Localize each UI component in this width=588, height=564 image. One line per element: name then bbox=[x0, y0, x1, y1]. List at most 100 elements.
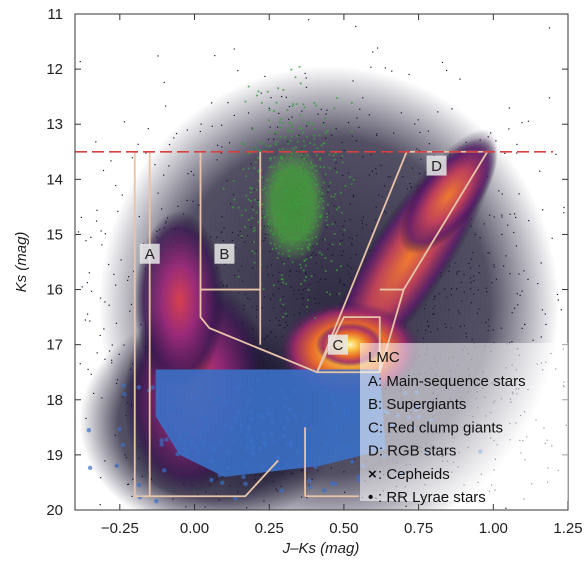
region-label-text: B bbox=[219, 246, 229, 263]
rr-lyrae-point bbox=[235, 385, 240, 390]
field-star-point bbox=[86, 313, 89, 315]
cepheid-point bbox=[252, 208, 255, 211]
cepheid-point bbox=[242, 168, 245, 171]
cepheid-point bbox=[255, 161, 257, 164]
field-star-point bbox=[356, 117, 358, 119]
rr-lyrae-point bbox=[196, 449, 201, 455]
rr-lyrae-point bbox=[245, 400, 251, 405]
cepheid-point bbox=[302, 140, 305, 142]
cepheid-point bbox=[308, 202, 310, 204]
cepheid-point bbox=[275, 140, 278, 143]
cepheid-point bbox=[330, 260, 333, 263]
rr-lyrae-point bbox=[283, 461, 289, 467]
field-star-point bbox=[103, 328, 105, 330]
cepheid-point bbox=[325, 291, 328, 294]
field-star-point bbox=[408, 73, 410, 76]
cepheid-point bbox=[305, 257, 308, 260]
field-star-point bbox=[324, 278, 327, 281]
field-star-point bbox=[231, 231, 234, 234]
cepheid-point bbox=[307, 185, 310, 188]
field-star-point bbox=[239, 482, 241, 484]
cepheid-point bbox=[296, 247, 299, 250]
field-star-point bbox=[300, 470, 302, 472]
rr-lyrae-point bbox=[313, 464, 318, 469]
cepheid-point bbox=[278, 161, 281, 164]
cepheid-point bbox=[251, 128, 254, 131]
field-star-point bbox=[493, 266, 495, 268]
rr-lyrae-point bbox=[312, 381, 318, 386]
field-star-point bbox=[90, 290, 93, 292]
field-star-point bbox=[322, 239, 324, 241]
cepheid-point bbox=[282, 281, 285, 284]
field-star-point bbox=[308, 283, 310, 286]
rr-lyrae-point bbox=[268, 396, 273, 401]
cepheid-point bbox=[301, 253, 304, 256]
field-star-point bbox=[198, 204, 200, 206]
rr-lyrae-point bbox=[224, 398, 229, 404]
field-star-point bbox=[115, 322, 118, 324]
cepheid-point bbox=[297, 140, 299, 143]
field-star-point bbox=[527, 120, 529, 122]
cepheid-point bbox=[277, 252, 280, 255]
legend-entry-text: A: Main-sequence stars bbox=[368, 373, 526, 390]
field-star-point bbox=[87, 368, 89, 371]
field-star-point bbox=[306, 496, 308, 499]
cepheid-point bbox=[299, 203, 302, 206]
field-star-point bbox=[216, 236, 218, 238]
field-star-point bbox=[487, 330, 489, 332]
x-tick-label: 1.00 bbox=[479, 520, 508, 537]
cepheid-point bbox=[285, 219, 287, 222]
cepheid-point bbox=[257, 179, 260, 182]
field-star-point bbox=[350, 257, 352, 259]
field-star-point bbox=[264, 353, 267, 355]
cepheid-point bbox=[245, 175, 248, 178]
rr-lyrae-point bbox=[120, 442, 126, 448]
cepheid-point bbox=[285, 224, 288, 227]
cepheid-point bbox=[257, 220, 259, 223]
cepheid-point bbox=[245, 194, 248, 197]
field-star-point bbox=[450, 327, 453, 329]
cepheid-point bbox=[300, 282, 303, 285]
rr-lyrae-point bbox=[226, 464, 231, 470]
cepheid-point bbox=[270, 156, 273, 159]
cepheid-point bbox=[301, 183, 304, 186]
field-star-point bbox=[351, 244, 353, 247]
field-star-point bbox=[448, 309, 450, 311]
field-star-point bbox=[270, 97, 272, 99]
cepheid-point bbox=[291, 105, 294, 107]
x-axis-title: J–Ks (mag) bbox=[282, 540, 360, 557]
field-star-point bbox=[266, 336, 268, 338]
cepheid-point bbox=[318, 134, 321, 137]
cepheid-point bbox=[301, 149, 304, 152]
cepheid-point bbox=[288, 249, 291, 252]
cepheid-point bbox=[251, 250, 254, 253]
cepheid-point bbox=[329, 181, 332, 184]
cepheid-point bbox=[299, 175, 301, 178]
field-star-point bbox=[470, 277, 472, 279]
field-star-point bbox=[339, 278, 341, 280]
field-star-point bbox=[279, 324, 281, 326]
rr-lyrae-point bbox=[117, 427, 122, 432]
cepheid-point bbox=[328, 153, 331, 156]
field-star-point bbox=[298, 134, 300, 136]
field-star-point bbox=[108, 350, 111, 352]
cepheid-point bbox=[278, 207, 280, 209]
field-star-point bbox=[147, 128, 149, 130]
rr-lyrae-point bbox=[282, 434, 287, 439]
field-star-point bbox=[333, 205, 336, 207]
cepheid-point bbox=[244, 100, 247, 103]
field-star-point bbox=[503, 265, 505, 267]
field-star-point bbox=[317, 113, 319, 115]
cepheid-point bbox=[242, 143, 245, 146]
cepheid-point bbox=[338, 292, 341, 295]
cepheid-point bbox=[253, 261, 256, 264]
cepheid-point bbox=[303, 158, 306, 161]
cepheid-point bbox=[332, 127, 335, 130]
cepheid-point bbox=[281, 157, 284, 160]
rr-lyrae-point bbox=[195, 385, 200, 390]
cepheid-point bbox=[307, 226, 310, 229]
field-star-point bbox=[362, 216, 364, 218]
cepheid-point bbox=[247, 167, 250, 170]
rr-lyrae-point bbox=[266, 411, 271, 417]
field-star-point bbox=[511, 312, 513, 314]
